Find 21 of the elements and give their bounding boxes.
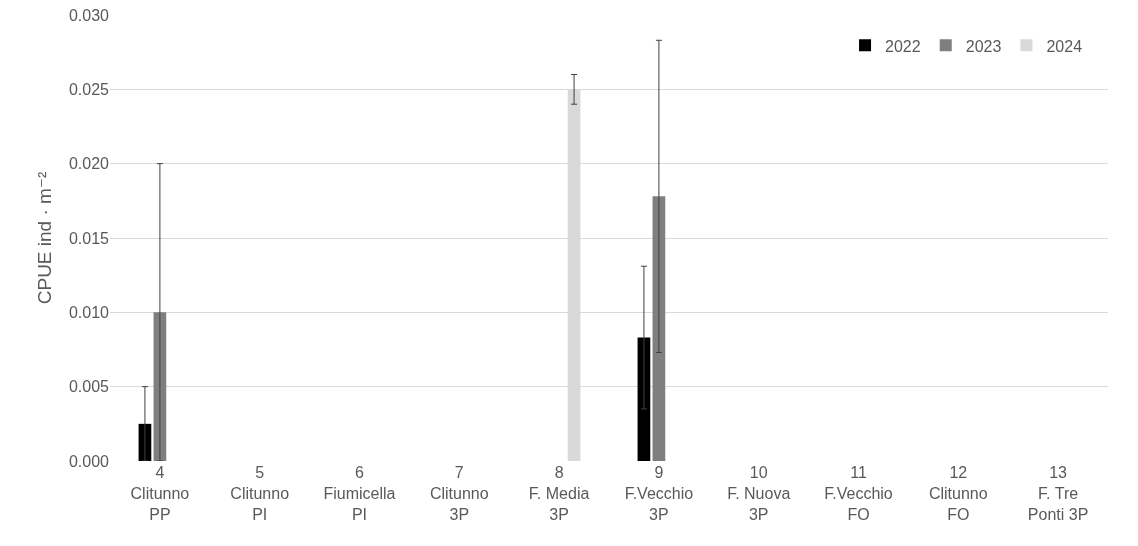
y-tick-label: 0.010 bbox=[68, 303, 110, 321]
y-tick-label: 0.015 bbox=[68, 229, 110, 247]
x-tick-label: 11 F.Vecchio FO bbox=[824, 464, 893, 523]
x-tick-label: 4 Clitunno PP bbox=[130, 464, 190, 523]
x-tick-label: 10 F. Nuova 3P bbox=[727, 464, 791, 523]
x-tick-label: 5 Clitunno PI bbox=[230, 464, 290, 523]
y-axis-title: CPUE ind · m⁻² bbox=[33, 171, 55, 305]
x-tick-label: 9 F.Vecchio 3P bbox=[624, 464, 694, 523]
y-tick-label: 0.000 bbox=[68, 452, 110, 470]
y-tick-label: 0.005 bbox=[68, 378, 110, 396]
x-tick-label: 12 Clitunno FO bbox=[928, 464, 988, 523]
y-tick-label: 0.025 bbox=[68, 80, 110, 98]
legend-label: 2023 bbox=[965, 37, 1002, 55]
x-tick-label: 8 F. Media 3P bbox=[528, 464, 590, 523]
x-tick-label: 6 Fiumicella PI bbox=[323, 464, 396, 523]
y-tick-label: 0.030 bbox=[68, 6, 110, 24]
legend-label: 2024 bbox=[1046, 37, 1083, 55]
legend-label: 2022 bbox=[885, 37, 921, 55]
x-tick-label: 7 Clitunno 3P bbox=[429, 464, 489, 523]
y-tick-label: 0.020 bbox=[68, 155, 110, 173]
x-tick-label: 13 F. Tre Ponti 3P bbox=[1027, 464, 1089, 523]
